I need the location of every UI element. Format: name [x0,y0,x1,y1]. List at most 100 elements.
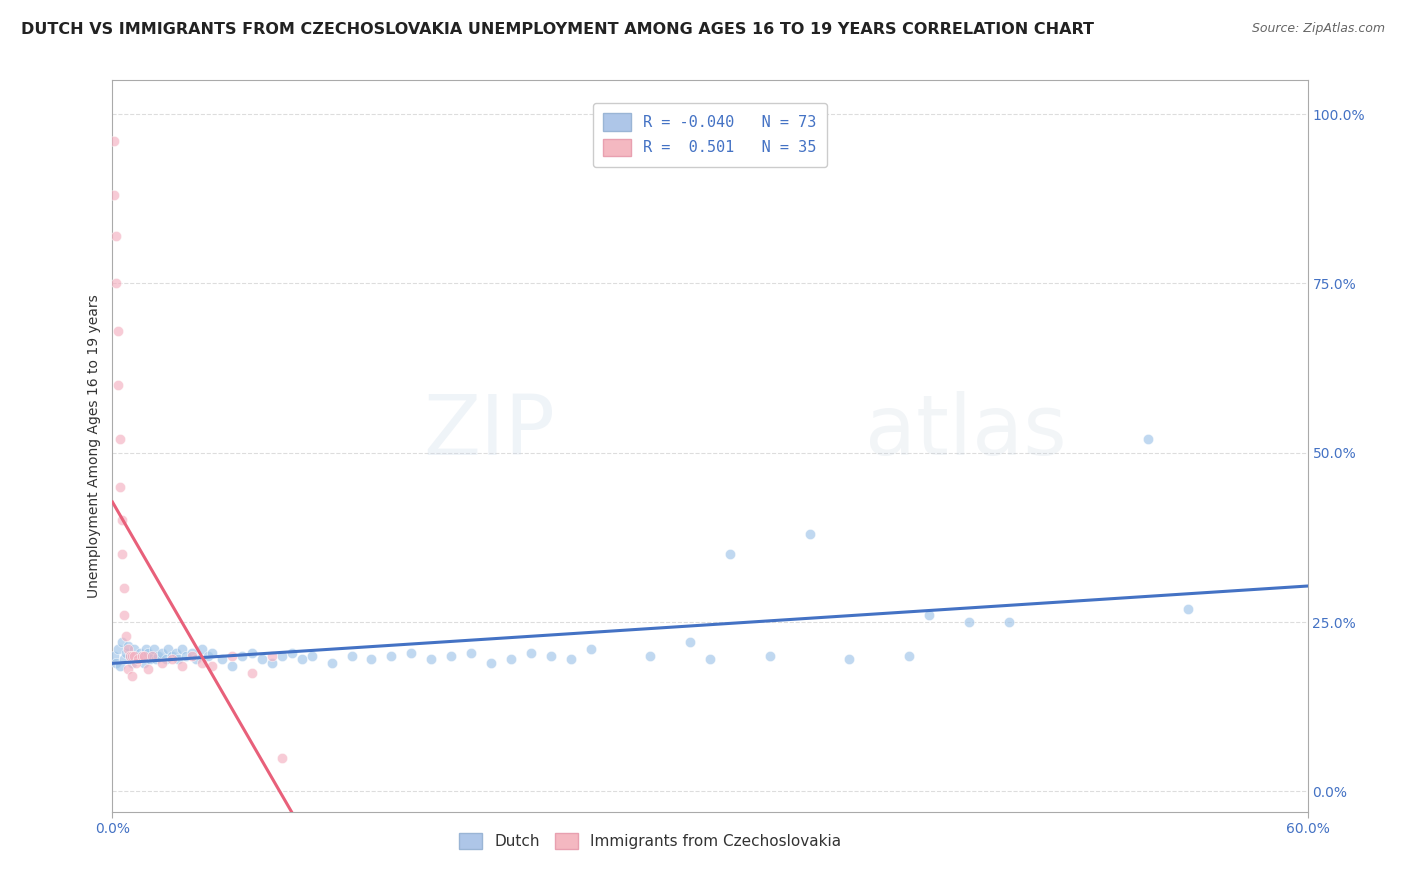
Point [103,648,125,663]
Point [401,646,423,660]
Point [380,648,402,663]
Point [138,646,160,660]
Point [111,635,134,649]
Point [799,527,821,541]
Point [520,646,543,660]
Point [172,659,194,673]
Point [221,659,243,673]
Point [103,188,125,202]
Point [211,652,233,666]
Point [117,663,139,677]
Point [110,432,132,446]
Point [131,648,153,663]
Point [150,656,173,670]
Point [201,646,224,660]
Point [174,648,197,663]
Point [107,324,129,338]
Point [540,648,562,663]
Point [165,646,187,660]
Point [640,648,662,663]
Point [117,639,139,653]
Point [162,648,183,663]
Point [560,652,582,666]
Point [145,652,167,666]
Point [124,642,146,657]
Point [125,656,148,670]
Point [107,378,129,392]
Point [111,547,134,561]
Point [197,648,219,663]
Point [124,648,146,663]
Point [114,608,135,623]
Point [998,615,1021,629]
Point [221,648,243,663]
Point [120,648,142,663]
Point [127,652,149,666]
Point [460,646,482,660]
Point [167,652,190,666]
Text: DUTCH VS IMMIGRANTS FROM CZECHOSLOVAKIA UNEMPLOYMENT AMONG AGES 16 TO 19 YEARS C: DUTCH VS IMMIGRANTS FROM CZECHOSLOVAKIA … [21,22,1094,37]
Point [240,665,263,680]
Point [129,646,152,660]
Point [157,642,180,657]
Point [699,652,721,666]
Text: ZIP: ZIP [423,391,554,472]
Point [579,642,602,657]
Point [103,134,125,148]
Point [135,642,157,657]
Point [155,652,177,666]
Point [479,656,502,670]
Point [131,648,153,663]
Point [240,646,263,660]
Point [110,659,132,673]
Point [141,648,163,663]
Point [172,642,194,657]
Point [250,652,273,666]
Point [360,652,382,666]
Text: atlas: atlas [866,391,1067,472]
Point [191,656,214,670]
Point [115,646,138,660]
Y-axis label: Unemployment Among Ages 16 to 19 years: Unemployment Among Ages 16 to 19 years [87,294,101,598]
Point [301,648,323,663]
Point [340,648,363,663]
Point [115,629,138,643]
Point [107,642,129,657]
Point [120,648,142,663]
Point [440,648,463,663]
Legend: Dutch, Immigrants from Czechoslovakia: Dutch, Immigrants from Czechoslovakia [453,827,848,855]
Point [143,642,166,657]
Point [898,648,921,663]
Point [718,547,741,561]
Point [117,642,139,657]
Point [291,652,314,666]
Point [141,648,163,663]
Point [231,648,253,663]
Point [105,229,128,244]
Point [114,652,135,666]
Point [420,652,443,666]
Point [759,648,782,663]
Point [110,480,132,494]
Point [499,652,522,666]
Point [270,648,292,663]
Point [181,646,204,660]
Point [181,648,204,663]
Point [105,656,128,670]
Point [321,656,343,670]
Point [838,652,860,666]
Point [270,750,292,764]
Point [121,669,143,683]
Point [957,615,980,629]
Point [148,648,170,663]
Point [121,648,143,663]
Point [1137,432,1160,446]
Point [918,608,941,623]
Point [186,652,208,666]
Point [139,652,162,666]
Point [260,648,283,663]
Point [114,581,135,595]
Point [281,646,304,660]
Point [150,646,173,660]
Point [1177,601,1199,615]
